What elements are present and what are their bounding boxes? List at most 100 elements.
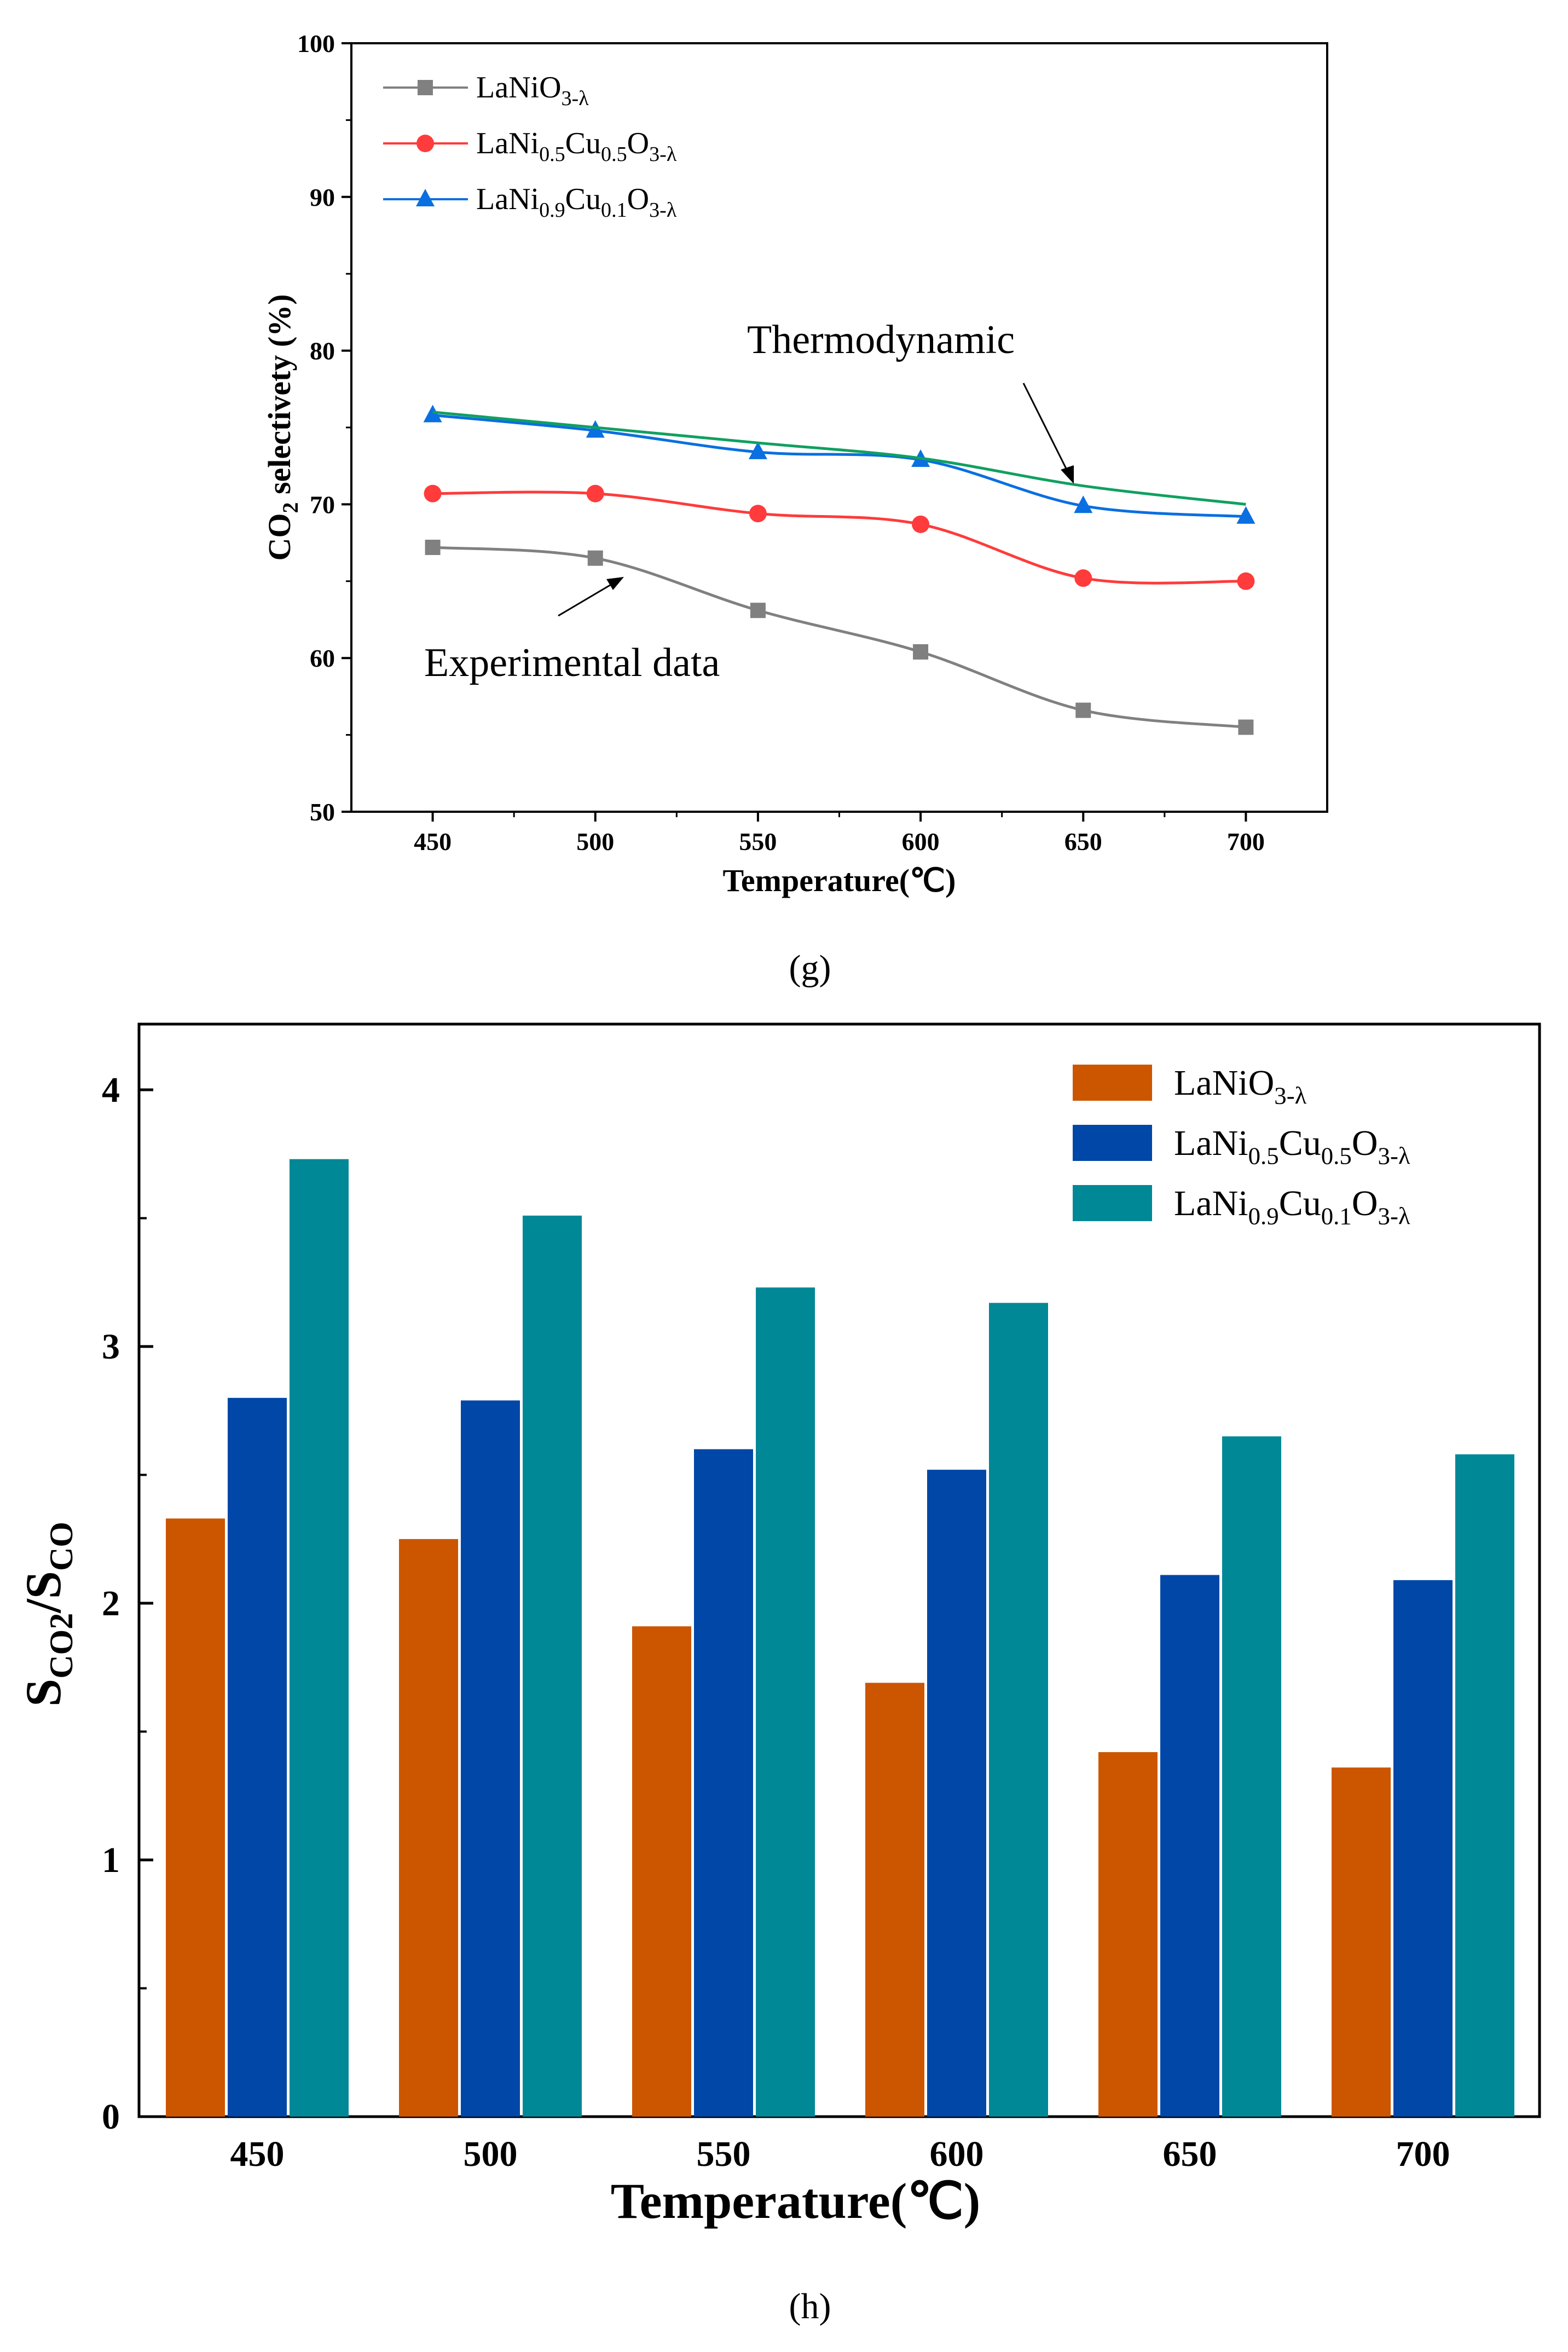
series-line-2 [432, 414, 1246, 518]
x-tick-label: 450 [414, 828, 452, 856]
bar-series-1 [1393, 1580, 1453, 2117]
legend-label-part: 0.5 [1321, 1142, 1352, 1170]
x-tick-label: 450 [230, 2134, 285, 2174]
series-line-0 [432, 546, 1246, 729]
y-axis-title: CO2 selectivety (%) [262, 294, 303, 560]
legend-label-part: LaNi [476, 182, 539, 216]
legend-label-part: O [1352, 1123, 1378, 1163]
legend-label-part: LaNi [1174, 1123, 1248, 1163]
legend-label-part: O [627, 126, 649, 160]
legend-label-part: 0.9 [1248, 1203, 1279, 1230]
y-tick-label: 70 [310, 490, 335, 518]
x-tick-label: 550 [739, 828, 777, 856]
data-point-series-0 [587, 550, 603, 566]
data-point-series-1 [586, 484, 604, 502]
bar-series-0 [632, 1626, 691, 2117]
data-point-series-1 [1237, 572, 1255, 590]
legend-label: LaNi0.9Cu0.1O3-λ [476, 182, 677, 222]
y-tick-label: 100 [297, 30, 335, 57]
legend-label-part: 0.5 [539, 143, 565, 166]
legend-swatch [1073, 1185, 1152, 1221]
legend-label-part: LaNi [476, 126, 539, 160]
bar-series-0 [1098, 1752, 1158, 2117]
bar-series-2 [756, 1287, 815, 2117]
legend-label: LaNiO3-λ [476, 71, 589, 110]
y-axis-title-part: /S [15, 1571, 71, 1614]
y-tick-label: 0 [102, 2097, 120, 2137]
plot-frame [137, 1022, 1541, 2118]
annotation-arrow-experimental [558, 579, 619, 617]
bar-series-2 [1455, 1454, 1514, 2117]
series-line-3 [432, 411, 1246, 506]
y-tick-label: 3 [102, 1327, 120, 1367]
legend-label-part: 0.1 [1321, 1203, 1352, 1230]
annotation-experimental: Experimental data [424, 640, 720, 685]
data-point-series-2 [586, 420, 605, 438]
data-point-series-2 [1074, 495, 1093, 513]
panel-g-chart: 450 500 550 600 650 700 50 60 70 80 90 100 Temperatu… [262, 30, 1328, 988]
legend-label-part: LaNi [1174, 1183, 1248, 1223]
data-point-series-1 [912, 515, 930, 533]
y-axis-title: SCO2/SCO [15, 1522, 79, 1707]
legend-label: LaNi0.5Cu0.5O3-λ [476, 126, 677, 166]
y-axis-title-part: CO2 [43, 1613, 79, 1679]
data-point-series-0 [425, 540, 441, 556]
bar-series-0 [166, 1518, 225, 2117]
legend-swatch [1073, 1125, 1152, 1161]
legend-label-part: LaNiO [1174, 1063, 1274, 1103]
bar-series-1 [927, 1470, 986, 2117]
y-tick-label: 4 [102, 1070, 120, 1110]
series-line-1 [432, 490, 1246, 585]
x-tick-label: 500 [464, 2134, 518, 2174]
x-axis-title: Temperature(℃) [723, 863, 956, 898]
data-point-series-0 [1238, 719, 1254, 735]
y-axis-title-part: 2 [278, 502, 303, 513]
data-point-series-0 [913, 644, 929, 660]
x-axis-title: Temperature(℃) [611, 2173, 981, 2229]
bar-series-2 [989, 1303, 1048, 2117]
x-tick-label: 700 [1227, 828, 1265, 856]
annotation-thermodynamic: Thermodynamic [747, 317, 1015, 362]
legend-label-part: Cu [1279, 1183, 1321, 1223]
panel-label-h: (h) [789, 2286, 831, 2326]
legend-label-part: 3-λ [649, 199, 677, 222]
legend-label-part: LaNiO [476, 71, 562, 105]
bar-series-1 [694, 1449, 753, 2117]
bar-series-2 [290, 1159, 349, 2117]
y-tick-label: 90 [310, 183, 335, 211]
y-axis-title-part: CO [262, 513, 297, 561]
bar-series-1 [461, 1400, 520, 2117]
y-tick-label: 60 [310, 644, 335, 672]
bar-series-1 [228, 1397, 287, 2117]
legend-label-part: Cu [565, 182, 601, 216]
bar-series-2 [523, 1215, 582, 2117]
panel-h-chart: 450 500 550 600 650 70001234Temperature(℃)SCO… [15, 1022, 1541, 2326]
x-tick-label: 700 [1396, 2134, 1450, 2174]
annotation-arrow-thermodynamic [1022, 383, 1071, 477]
y-tick-label: 2 [102, 1584, 120, 1623]
arrow-head-icon [1061, 465, 1074, 484]
legend-label-part: 0.5 [601, 143, 627, 166]
bar-series-0 [865, 1683, 924, 2117]
data-point-series-1 [1074, 569, 1092, 587]
bar-series-2 [1222, 1436, 1281, 2117]
legend-label-part: Cu [1279, 1123, 1321, 1163]
legend-label-part: 0.1 [601, 199, 627, 222]
legend-label-part: 3-λ [562, 87, 589, 110]
legend-label-part: 3-λ [649, 143, 677, 166]
y-axis-title-part: selectivety (%) [262, 294, 297, 502]
legend-label: LaNiO3-λ [1174, 1063, 1307, 1109]
data-point-series-1 [749, 505, 767, 523]
legend-label: LaNi0.5Cu0.5O3-λ [1174, 1123, 1410, 1170]
legend-marker [418, 80, 433, 95]
legend-marker [416, 189, 435, 206]
y-tick-label: 1 [102, 1840, 120, 1880]
x-tick-label: 650 [1064, 828, 1102, 856]
legend-label-part: 0.9 [539, 199, 565, 222]
legend-label-part: 3-λ [1378, 1203, 1410, 1230]
bar-series-0 [1332, 1767, 1391, 2117]
legend-label-part: Cu [565, 126, 601, 160]
y-axis-title-part: S [15, 1679, 71, 1707]
y-tick-label: 80 [310, 337, 335, 365]
